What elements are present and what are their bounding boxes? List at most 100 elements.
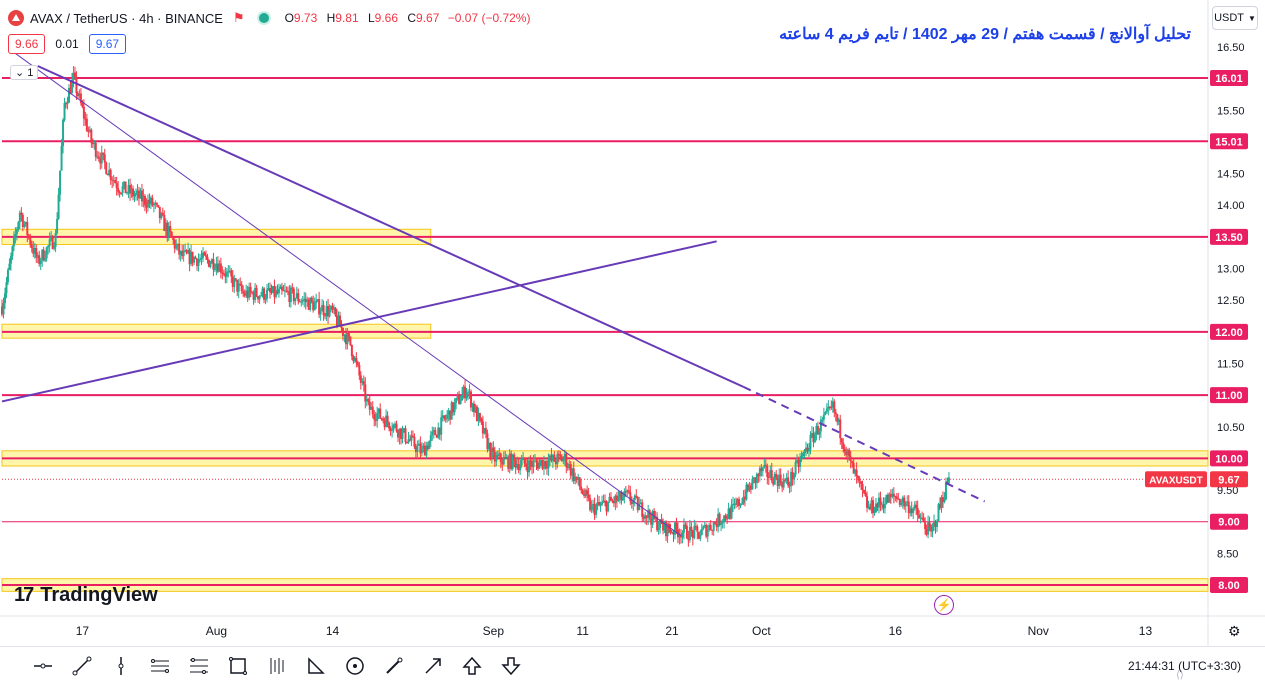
candle-body (796, 460, 799, 463)
candle-body (907, 501, 910, 514)
trend-line (37, 65, 744, 388)
rectangle-icon[interactable] (225, 653, 250, 678)
candle-body (51, 236, 54, 249)
candle-body (671, 532, 673, 534)
candle-body (394, 423, 397, 425)
candle-body (816, 425, 819, 435)
symbol-title[interactable]: AVAX / TetherUS · 4h · BINANCE (30, 10, 223, 26)
candle-body (790, 471, 793, 486)
candle-body (501, 461, 504, 465)
gear-icon[interactable]: ⚙ (1228, 623, 1241, 639)
candle-body (627, 490, 630, 493)
lightning-icon[interactable]: ⚡ (934, 595, 954, 615)
candle-body (276, 290, 279, 294)
buy-price-button[interactable]: 9.67 (88, 34, 127, 54)
candle-body (854, 469, 857, 474)
candle-body (468, 391, 471, 393)
candle-body (919, 517, 922, 519)
parallel-channel-icon[interactable] (147, 653, 172, 678)
trend-line-icon[interactable] (69, 653, 94, 678)
candle-body (873, 512, 876, 514)
candle-body (505, 457, 508, 459)
candle-body (26, 221, 29, 236)
candle-body (358, 365, 361, 376)
resize-handle-icon[interactable]: ⟨⟩ (1176, 670, 1184, 681)
candle-body (735, 503, 738, 505)
candle-body (60, 146, 63, 171)
candle-body (504, 457, 507, 459)
drawing-tools (30, 653, 523, 678)
candle-body (376, 413, 379, 421)
circle-icon[interactable] (342, 653, 367, 678)
candle-body (894, 496, 897, 498)
candle-body (219, 263, 222, 273)
candle-body (176, 243, 179, 246)
candle-body (544, 461, 547, 467)
arrow-down-icon[interactable] (498, 653, 523, 678)
candle-body (492, 447, 495, 452)
clock[interactable]: 21:44:31 (UTC+3:30) (1128, 659, 1241, 673)
collapse-legend-button[interactable]: ⌄ 1 (10, 65, 39, 80)
flag-icon[interactable]: ⚑ (232, 10, 245, 25)
candle-body (136, 190, 139, 194)
candle-body (343, 334, 346, 336)
pitchfork-icon[interactable] (264, 653, 289, 678)
candle-body (106, 173, 109, 176)
brush-icon[interactable] (381, 653, 406, 678)
candle-body (349, 336, 352, 346)
candle-body (109, 169, 112, 180)
candle-body (151, 197, 154, 206)
candle-body (105, 162, 108, 174)
x-tick-label: 11 (576, 624, 589, 638)
candle-body (68, 87, 70, 103)
candle-body (784, 479, 787, 481)
candle-body (511, 454, 514, 469)
currency-button[interactable]: USDT ▼ (1212, 6, 1258, 30)
symbol-tag-label: AVAXUSDT (1149, 475, 1203, 486)
candle-body (328, 309, 331, 317)
candle-body (837, 419, 840, 422)
level-price-label: 9.00 (1218, 517, 1239, 529)
candle-body (489, 442, 492, 458)
candle-body (678, 534, 681, 538)
candle-body (560, 456, 563, 462)
chevron-down-icon: ⌄ (15, 67, 25, 79)
candle-body (687, 538, 690, 541)
x-tick-label: Aug (206, 624, 227, 638)
candle-body (900, 502, 903, 505)
candle-body (210, 259, 213, 264)
candle-body (538, 462, 541, 469)
candle-body (598, 502, 601, 505)
candle-body (9, 256, 12, 264)
candle-body (855, 469, 858, 477)
candle-body (690, 526, 693, 531)
triangle-pattern-icon[interactable] (303, 653, 328, 678)
candle-body (154, 202, 157, 204)
candle-body (288, 291, 291, 303)
candle-body (525, 463, 528, 467)
candle-body (231, 276, 234, 287)
candle-body (194, 257, 197, 259)
candle-body (541, 460, 544, 469)
candle-body (193, 257, 196, 263)
candle-body (334, 307, 337, 316)
candle-body (200, 257, 203, 260)
candle-body (851, 460, 854, 463)
candle-body (775, 473, 778, 478)
vertical-line-icon[interactable] (108, 653, 133, 678)
candle-body (44, 258, 47, 261)
candle-body (925, 529, 928, 535)
candle-body (651, 510, 654, 525)
sell-price-button[interactable]: 9.66 (8, 34, 46, 54)
candle-body (705, 525, 708, 537)
candle-body (843, 448, 846, 452)
arrow-up-icon[interactable] (459, 653, 484, 678)
x-tick-label: 21 (665, 624, 679, 638)
arrow-icon[interactable] (420, 653, 445, 678)
candle-body (898, 498, 901, 505)
horizontal-ray-icon[interactable] (30, 653, 55, 678)
timezone-label: (UTC+3:30) (1178, 659, 1242, 673)
fib-retracement-icon[interactable] (186, 653, 211, 678)
tradingview-logo[interactable]: 17 TradingView (14, 584, 158, 607)
